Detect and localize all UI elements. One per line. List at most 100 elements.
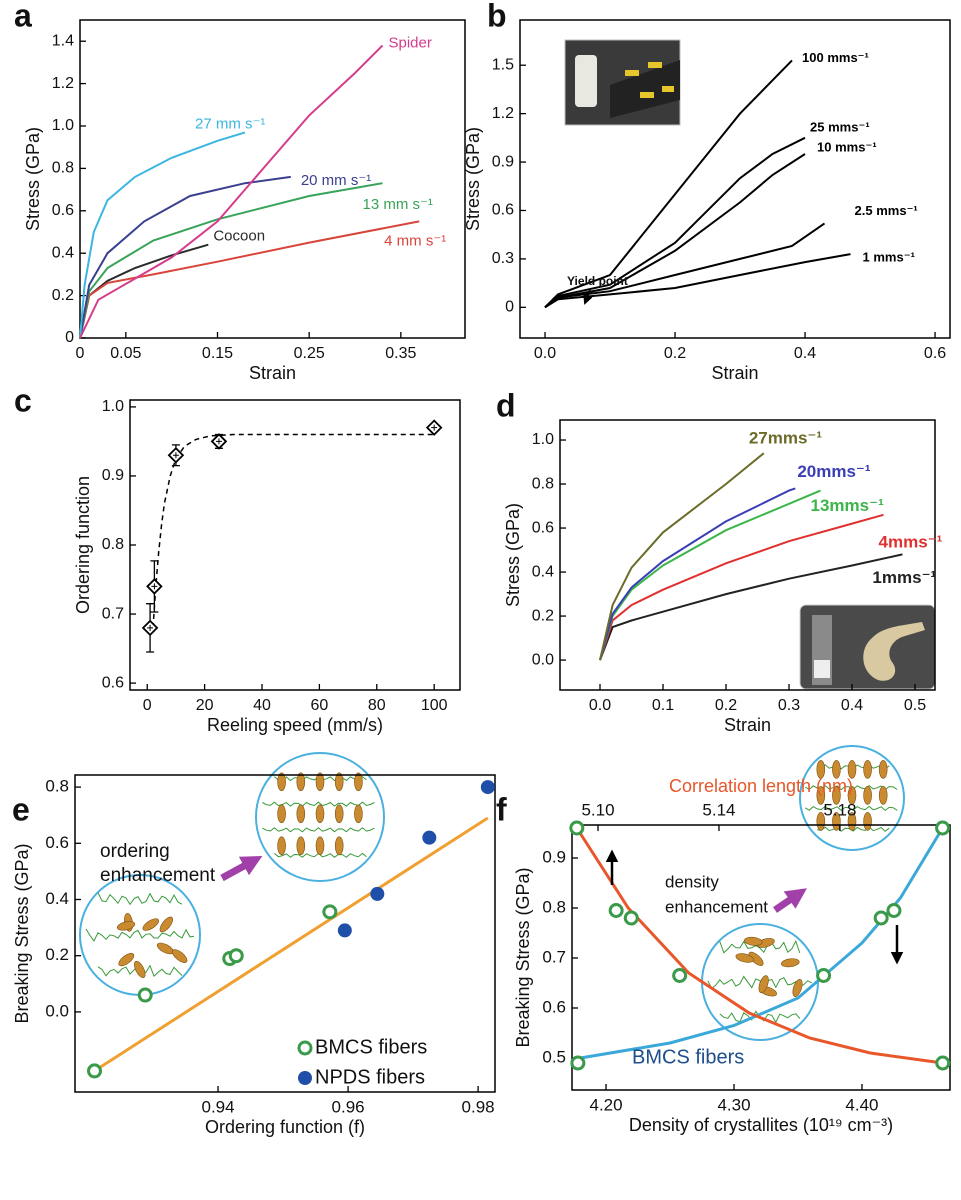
y-axis-label: Stress (GPa) xyxy=(463,127,483,231)
y-tick-label: 0.6 xyxy=(45,833,69,852)
y-tick-label: 0.4 xyxy=(52,244,74,261)
crystallite xyxy=(847,786,857,805)
crystallite xyxy=(354,804,363,824)
point xyxy=(370,886,385,901)
fit-line xyxy=(575,827,943,1065)
x-axis-label: Reeling speed (mm/s) xyxy=(207,715,383,735)
annotation: density xyxy=(665,872,719,891)
schematic-inset xyxy=(799,745,905,851)
point xyxy=(228,948,244,964)
x-tick-label: 80 xyxy=(368,697,386,714)
crystallite xyxy=(863,786,872,805)
crystallite xyxy=(832,786,841,805)
y-tick-label: 0.4 xyxy=(532,563,554,580)
x-tick-label: 0.98 xyxy=(462,1097,495,1116)
crystallite xyxy=(118,953,135,967)
photo-inset xyxy=(564,39,681,126)
point xyxy=(422,830,437,845)
chain xyxy=(97,892,183,906)
point xyxy=(569,820,585,836)
chain xyxy=(804,805,898,812)
crystallite xyxy=(296,772,306,792)
x-tick-label: 0.15 xyxy=(202,345,233,362)
x-tick-label: 4.20 xyxy=(589,1095,622,1114)
x-tick-label: 4.30 xyxy=(717,1095,750,1114)
y-tick-label: 0.2 xyxy=(52,287,74,304)
annotation: enhancement xyxy=(100,865,216,886)
y-tick-label: 1.2 xyxy=(52,75,74,92)
crystallite xyxy=(781,958,800,968)
crystallite xyxy=(744,936,763,946)
chain xyxy=(707,975,813,990)
crystallite xyxy=(116,921,136,931)
x2-tick-label: 5.14 xyxy=(702,800,735,819)
crystallite xyxy=(334,804,344,824)
chain xyxy=(85,928,195,942)
y-tick-label: 0.9 xyxy=(542,847,566,866)
crystallite xyxy=(832,812,841,831)
y-tick-label: 0.2 xyxy=(45,945,69,964)
y-tick-label: 0.9 xyxy=(102,467,124,484)
panel-letter: f xyxy=(496,791,507,827)
chain xyxy=(817,826,890,832)
y-tick-label: 1.4 xyxy=(52,32,74,49)
curve xyxy=(544,253,851,309)
curve-label: 100 mms⁻¹ xyxy=(802,50,869,65)
curve-label: Spider xyxy=(389,34,432,51)
x-tick-label: 40 xyxy=(253,697,271,714)
x-axis-label: Strain xyxy=(711,363,758,383)
curve xyxy=(79,44,384,339)
x-tick-label: 0.05 xyxy=(110,345,141,362)
y-tick-label: 0.8 xyxy=(52,160,74,177)
y-tick-label: 0.4 xyxy=(45,889,69,908)
curve xyxy=(79,131,246,339)
panel-letter: d xyxy=(496,387,516,423)
x-tick-label: 0.25 xyxy=(294,345,325,362)
schematic-inset xyxy=(701,923,819,1041)
fit-line xyxy=(93,816,489,1073)
curve xyxy=(79,243,209,339)
plot-frame xyxy=(74,774,496,1093)
x-tick-label: 0.0 xyxy=(534,345,556,362)
curve xyxy=(599,489,821,661)
x2-axis-label: Correlation length (nm) xyxy=(669,776,853,796)
annotation-arrow xyxy=(220,855,263,882)
crystallite xyxy=(277,804,286,824)
marker-cross xyxy=(215,438,222,445)
chain xyxy=(274,852,367,858)
crystallite xyxy=(334,836,344,856)
x-tick-label: 20 xyxy=(196,697,214,714)
crystallite xyxy=(816,812,826,831)
y-tick-label: 0.9 xyxy=(492,153,514,170)
point xyxy=(480,780,495,795)
x-tick-label: 0.35 xyxy=(385,345,416,362)
crystallite xyxy=(334,772,344,792)
y-axis-label: Breaking Stress (GPa) xyxy=(513,867,533,1047)
point xyxy=(935,1055,951,1071)
y-tick-label: 0 xyxy=(505,299,514,316)
curve-label: 20 mm s⁻¹ xyxy=(301,172,371,189)
annotation-arrow xyxy=(773,888,807,913)
curve-label: 1 mms⁻¹ xyxy=(863,249,915,264)
plot-frame xyxy=(559,419,936,691)
curve xyxy=(544,136,806,309)
curve xyxy=(544,222,826,309)
plot-frame xyxy=(79,19,466,339)
curve-label: 25 mms⁻¹ xyxy=(810,119,870,134)
crystallite xyxy=(863,812,872,831)
crystallite xyxy=(277,772,286,792)
chain xyxy=(719,939,801,954)
x-tick-label: 0.6 xyxy=(924,345,946,362)
crystallite xyxy=(847,812,857,831)
crystallite xyxy=(159,916,173,933)
curve-label: 1mms⁻¹ xyxy=(872,568,936,587)
x-tick-label: 0.2 xyxy=(715,697,737,714)
crystallite xyxy=(315,772,325,792)
panel-letter: b xyxy=(487,0,507,33)
crystallite xyxy=(142,918,159,931)
annotation: ordering xyxy=(100,841,170,862)
x-tick-label: 0.94 xyxy=(201,1097,234,1116)
legend-label: BMCS fibers xyxy=(315,1036,427,1058)
